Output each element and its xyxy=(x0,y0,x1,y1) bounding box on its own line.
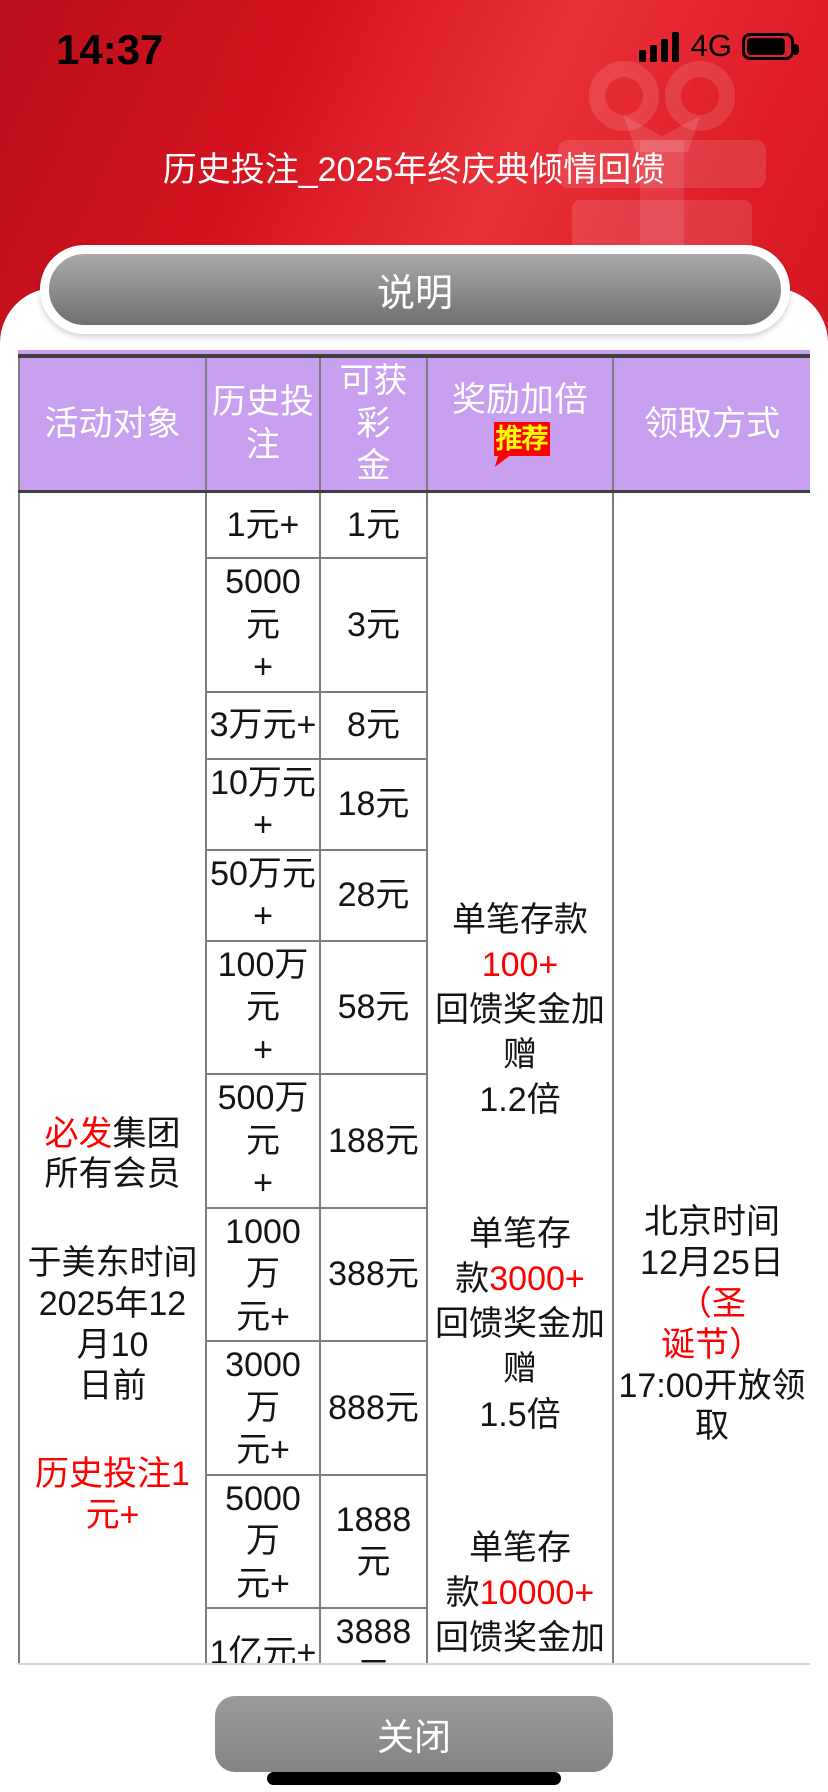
prize-cell: 1888元 xyxy=(319,1473,428,1609)
bet-cell: 50万元+ xyxy=(205,848,321,942)
prize-cell: 388元 xyxy=(319,1206,428,1342)
cellular-signal-icon xyxy=(638,32,679,62)
battery-nub xyxy=(794,43,799,55)
table-row: 10万元+ 18元 xyxy=(19,757,810,851)
battery-icon xyxy=(742,32,799,60)
prize-cell: 8元 xyxy=(319,690,428,760)
header-prize: 可获彩 金 xyxy=(319,355,428,493)
header-bonus-multiplier: 奖励加倍推荐 xyxy=(426,355,614,493)
promo-table-scroll-area[interactable]: 活动对象 历史投 注 可获彩 金 奖励加倍推荐 领取方式 xyxy=(18,350,810,1665)
bet-cell: 500万元 + xyxy=(205,1073,321,1209)
network-type-label: 4G xyxy=(690,28,732,63)
bet-cell: 10万元+ xyxy=(205,757,321,851)
bonus-block-3: 单笔存 款10000+ 回馈奖金加赠 2倍 xyxy=(435,1528,605,1658)
table-row: 3万元+ 8元 xyxy=(19,690,810,760)
prize-cell: 888元 xyxy=(319,1340,428,1476)
table-row: 1亿元+ 3888元 xyxy=(19,1607,810,1663)
bet-cell: 3000万 元+ xyxy=(205,1340,321,1476)
table-row: 5000万 元+ 1888元 xyxy=(19,1473,810,1609)
battery-fill xyxy=(747,37,785,55)
table-header-row: 活动对象 历史投 注 可获彩 金 奖励加倍推荐 领取方式 xyxy=(18,355,810,493)
prize-cell: 188元 xyxy=(319,1073,428,1209)
table-row: 必发集团 所有会员 于美东时间 2025年12月10 日前 历史投注1元+ 1元+ 1… xyxy=(18,490,810,1663)
prize-cell: 3888元 xyxy=(319,1607,428,1663)
recommend-badge: 推荐 xyxy=(493,421,550,457)
bonus-block-1: 单笔存款100+ 回馈奖金加赠 1.2倍 xyxy=(435,900,605,1120)
prize-cell: 3元 xyxy=(319,557,428,693)
claim-method-cell: 北京时间 12月25日（圣 诞节） 17:00开放领取 xyxy=(612,490,810,1663)
page-title: 历史投注_2025年终庆典倾情回馈 xyxy=(162,151,666,189)
activity-target-cell: 必发集团 所有会员 于美东时间 2025年12月10 日前 历史投注1元+ xyxy=(18,490,207,1663)
bet-cell: 3万元+ xyxy=(205,690,321,760)
status-right-cluster: 4G xyxy=(638,28,799,64)
table-row: 5000元 + 3元 xyxy=(19,557,810,693)
table-top-strip xyxy=(18,350,810,354)
table-row: 100万元 + 58元 xyxy=(19,939,810,1075)
bet-cell: 1亿元+ xyxy=(205,1607,321,1663)
header-historical-bet: 历史投 注 xyxy=(205,355,321,493)
bonus-multiplier-cell: 单笔存款100+ 回馈奖金加赠 1.2倍 单笔存 款3000+ 回馈奖金加赠 1… xyxy=(426,490,614,1663)
prize-cell: 1元 xyxy=(319,490,428,559)
status-time: 14:37 xyxy=(56,26,164,73)
bet-cell: 1元+ xyxy=(205,490,321,559)
prize-cell: 18元 xyxy=(319,757,428,851)
content-card: 活动对象 历史投 注 可获彩 金 奖励加倍推荐 领取方式 xyxy=(0,288,828,1792)
promo-table: 活动对象 历史投 注 可获彩 金 奖励加倍推荐 领取方式 xyxy=(18,354,810,1663)
prize-cell: 58元 xyxy=(319,939,428,1075)
table-row: 1000万 元+ 388元 xyxy=(19,1206,810,1342)
info-button[interactable]: 说明 xyxy=(40,245,790,334)
table-row: 50万元+ 28元 xyxy=(19,848,810,942)
header-activity-target: 活动对象 xyxy=(18,355,207,493)
bet-cell: 5000万 元+ xyxy=(205,1473,321,1609)
bet-cell: 100万元 + xyxy=(205,939,321,1075)
table-row: 500万元 + 188元 xyxy=(19,1073,810,1209)
prize-cell: 28元 xyxy=(319,848,428,942)
header-claim-method: 领取方式 xyxy=(612,355,810,493)
bet-cell: 1000万 元+ xyxy=(205,1206,321,1342)
bet-cell: 5000元 + xyxy=(205,557,321,693)
close-button[interactable]: 关闭 xyxy=(215,1696,613,1772)
table-row: 3000万 元+ 888元 xyxy=(19,1340,810,1476)
home-indicator[interactable] xyxy=(267,1772,561,1785)
bonus-block-2: 单笔存 款3000+ 回馈奖金加赠 1.5倍 xyxy=(435,1214,605,1434)
status-bar: 14:37 4G xyxy=(0,0,828,96)
